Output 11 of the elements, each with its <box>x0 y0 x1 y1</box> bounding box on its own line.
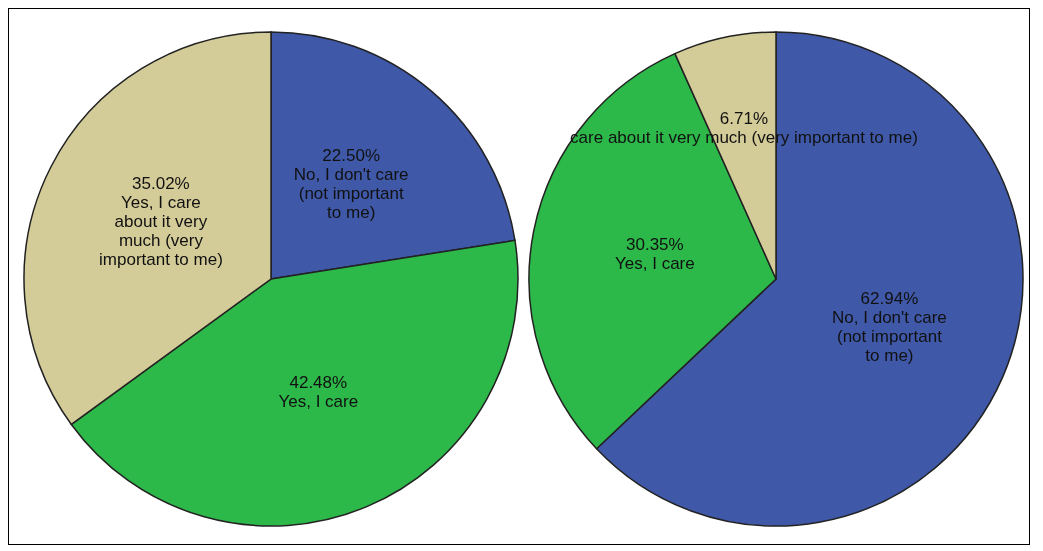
data-label: 22.50% <box>322 146 381 166</box>
slice-label: Yes, I care <box>615 253 695 273</box>
slice-label: Yes, I care <box>278 392 359 412</box>
data-label: 42.48% <box>289 373 348 393</box>
slice-label: Yes, I care about it very much (very important to me) <box>99 193 223 270</box>
data-label: 62.94% <box>860 288 919 308</box>
data-label: 30.35% <box>626 234 684 254</box>
data-label: 6.71% <box>719 109 769 129</box>
slice-label: No, I don't care (not important to me) <box>293 165 409 223</box>
data-label: 35.02% <box>132 174 190 194</box>
slice-label: No, I don't care (not important to me) <box>832 307 947 365</box>
